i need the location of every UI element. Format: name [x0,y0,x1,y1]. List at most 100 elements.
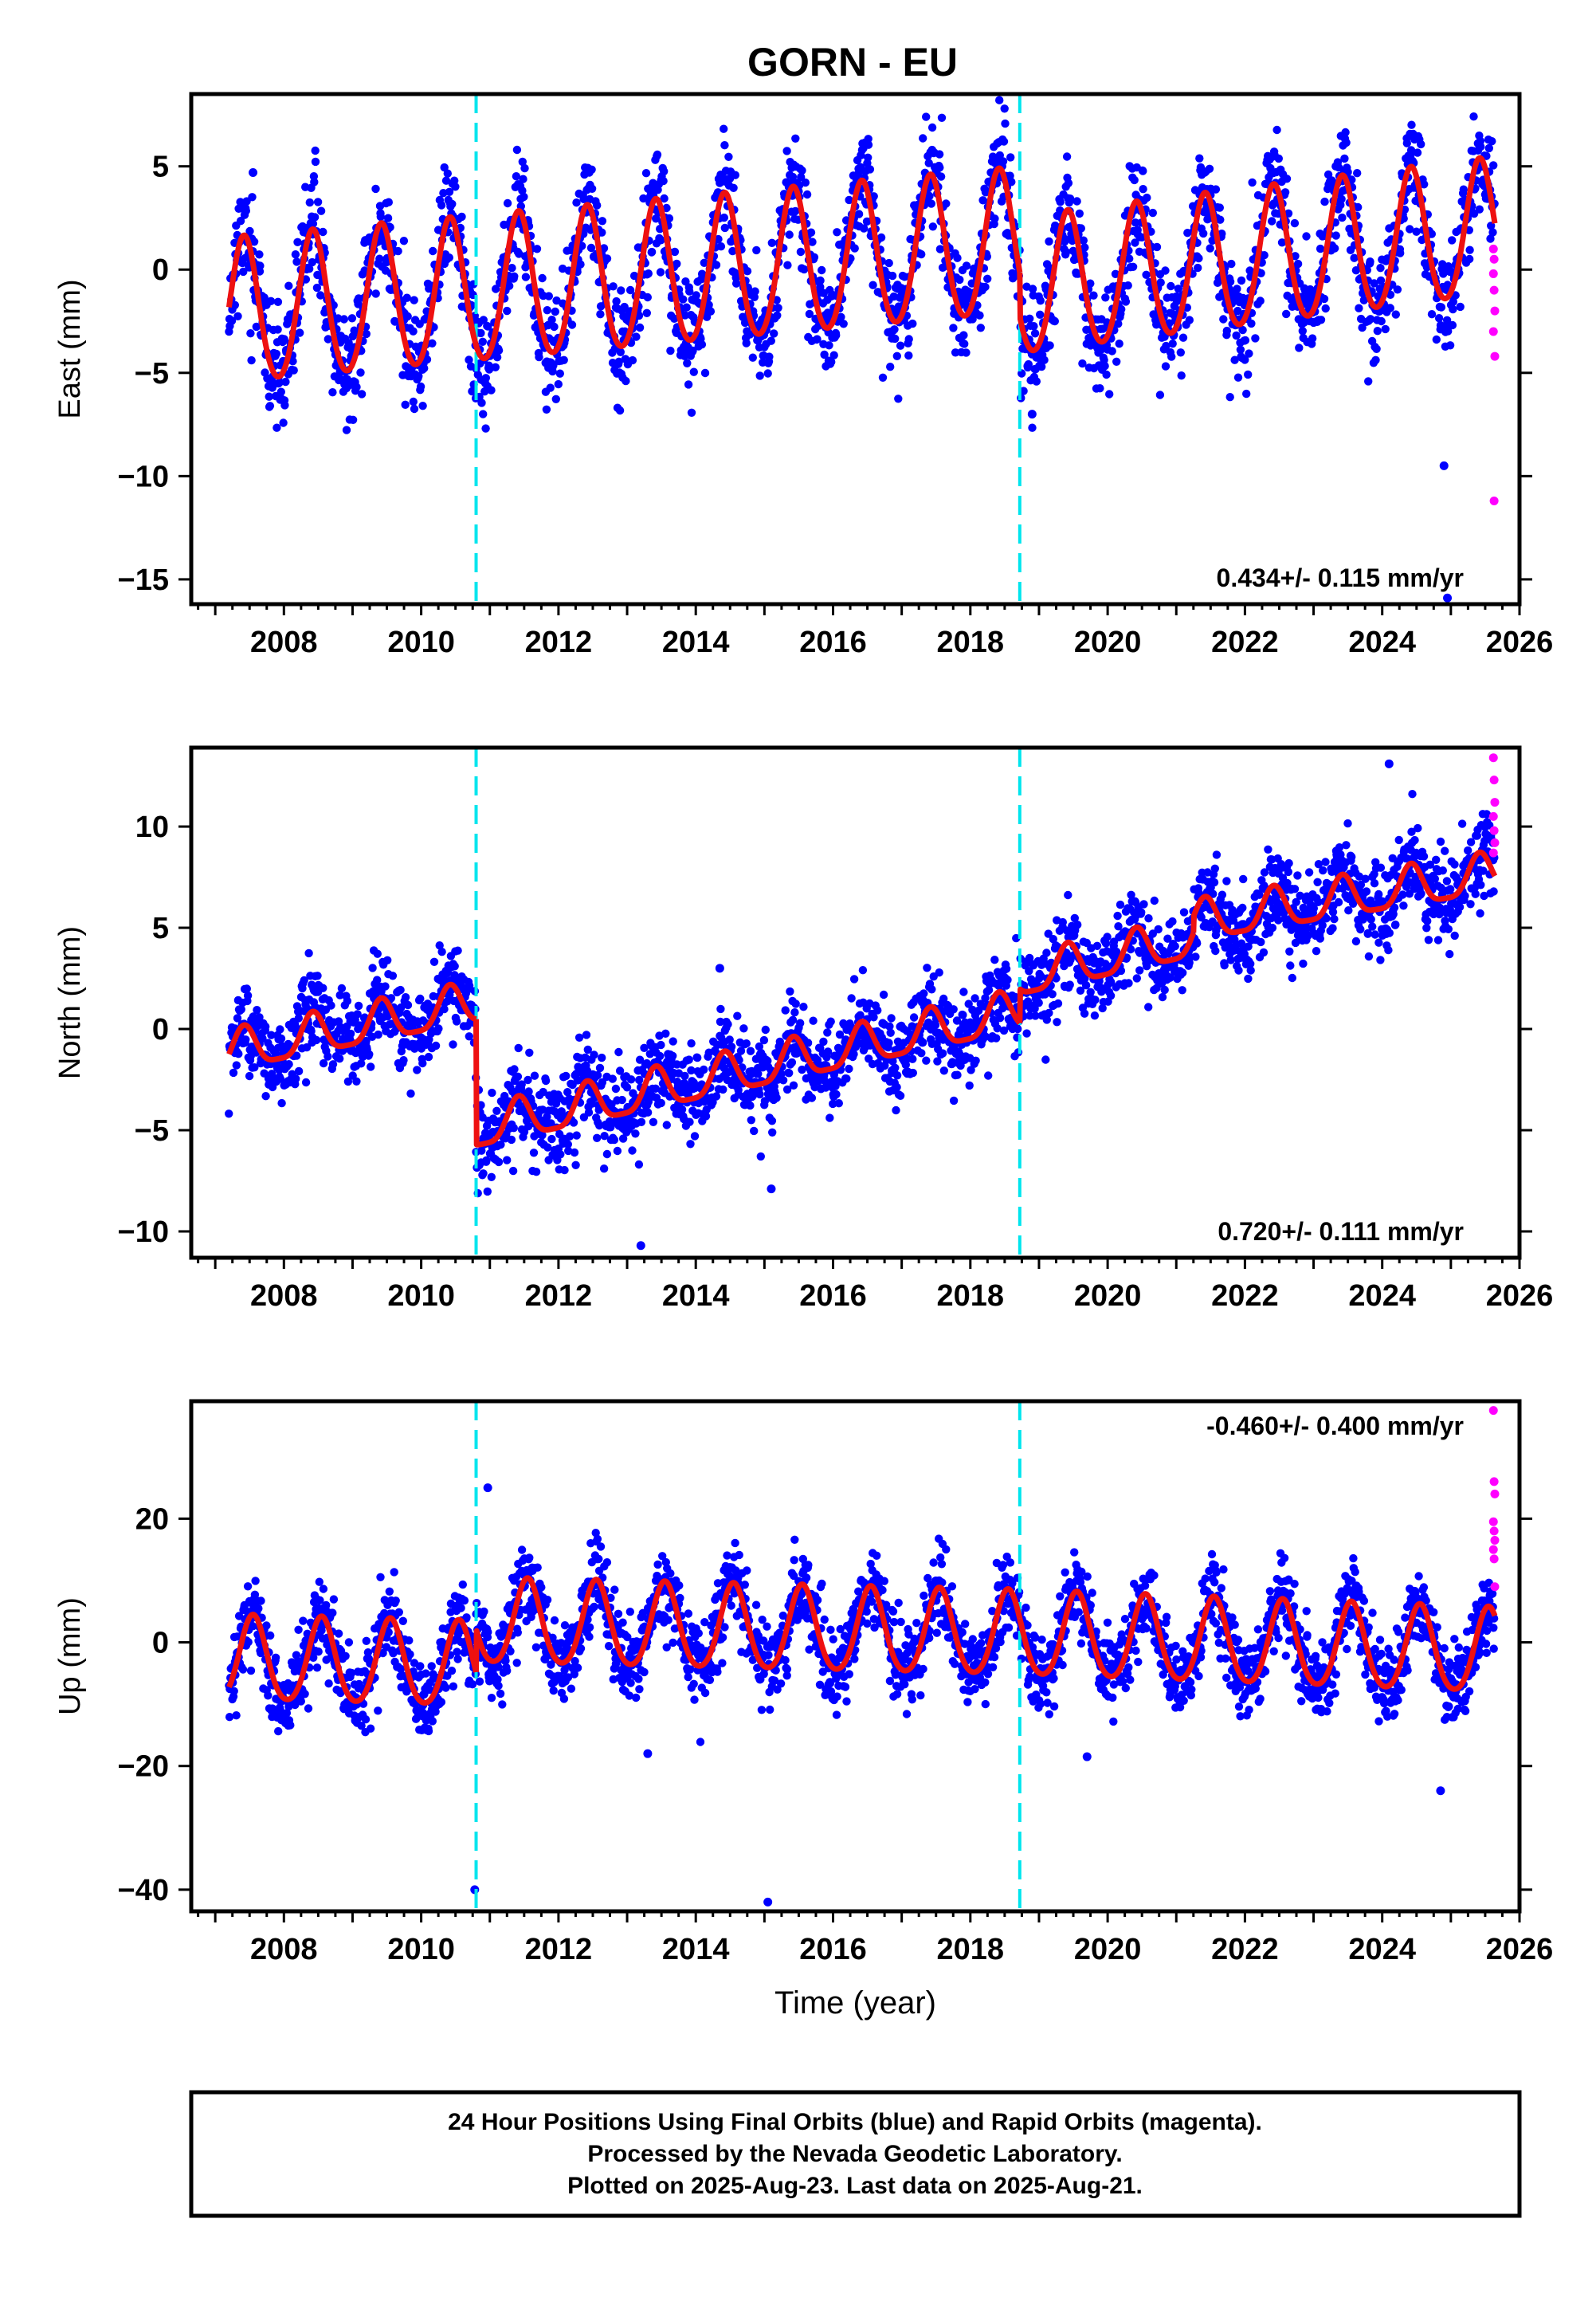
final-orbit-point [1237,277,1245,285]
final-orbit-point [690,368,698,376]
final-orbit-point [1091,1011,1099,1019]
final-orbit-point [477,399,485,406]
final-orbit-point [1073,921,1081,929]
final-orbit-point [293,238,301,246]
rapid-orbit-point [1490,307,1499,316]
final-orbit-point [1033,377,1041,385]
final-orbit-point [733,1012,741,1020]
final-orbit-point [1006,153,1014,161]
final-orbit-point [1102,371,1110,379]
final-orbit-point [649,1118,657,1126]
final-orbit-point [693,1054,701,1062]
final-orbit-point [329,1060,337,1068]
final-orbit-point [929,222,937,230]
final-orbit-point [1103,933,1111,941]
final-orbit-point [600,1164,608,1172]
final-orbit-point [804,1039,812,1047]
final-orbit-point [1449,321,1457,329]
final-orbit-point [1036,311,1044,319]
final-orbit-point [1316,934,1324,942]
final-orbit-point [1227,260,1235,268]
final-orbit-point [340,315,348,323]
final-orbit-point [429,247,437,255]
final-orbit-point [1364,377,1372,385]
final-orbit-point [772,1094,780,1102]
final-orbit-point [256,261,264,269]
final-orbit-point [896,1092,904,1100]
final-orbit-point [905,335,913,343]
final-orbit-point [1157,278,1165,286]
final-orbit-point [1113,912,1121,920]
final-orbit-point [1476,206,1484,214]
y-tick-label: 0 [152,253,169,287]
final-orbit-point [1305,868,1313,876]
final-orbit-point [919,134,927,142]
final-orbit-point [1272,126,1280,134]
final-orbit-point [720,214,728,222]
y-tick-label: −5 [135,357,169,391]
final-orbit-point [892,1106,900,1114]
final-orbit-point [484,1188,492,1196]
final-orbit-point [1124,281,1132,289]
final-orbit-point [768,1117,776,1125]
final-orbit-point [347,1030,355,1038]
final-orbit-point [492,1107,500,1115]
final-orbit-point [524,1087,532,1095]
final-orbit-point [1101,293,1109,301]
final-orbit-point [555,380,563,388]
x-tick-label: 2016 [799,626,867,659]
final-orbit-point [669,1052,676,1060]
final-orbit-point [371,185,379,193]
final-orbit-point [887,1029,895,1037]
final-orbit-point [432,1042,440,1050]
final-orbit-point [1275,155,1283,163]
final-orbit-point [1057,198,1065,206]
final-orbit-point [1168,917,1176,925]
final-orbit-point [1376,264,1384,272]
final-orbit-point [1248,179,1256,187]
final-orbit-point [280,401,288,409]
final-orbit-point [1178,986,1186,994]
final-orbit-point [1116,340,1123,348]
final-orbit-point [807,229,815,237]
final-orbit-point [990,214,998,222]
final-orbit-point [1216,203,1224,211]
final-orbit-point [402,401,410,409]
final-orbit-point [399,1056,407,1064]
final-orbit-point [800,265,808,273]
final-orbit-point [977,324,985,332]
final-orbit-point [995,96,1003,104]
final-orbit-point [402,993,410,1001]
final-orbit-point [367,1062,374,1070]
final-orbit-point [1285,948,1293,956]
final-orbit-point [1247,966,1255,974]
final-orbit-point [644,293,652,301]
final-orbit-point [1091,996,1099,1003]
final-orbit-point [1355,304,1363,312]
final-orbit-point [981,283,989,291]
final-orbit-point [1003,976,1011,984]
final-orbit-point [1281,188,1289,196]
final-orbit-point [302,1078,310,1086]
final-orbit-point [1469,112,1477,120]
final-orbit-point [785,1069,793,1077]
final-orbit-point [492,363,500,371]
final-orbit-point [410,398,418,406]
final-orbit-point [904,351,912,359]
final-orbit-point [1065,179,1072,187]
final-orbit-point [935,968,943,976]
east-rate-annotation: 0.434+/- 0.115 mm/yr [1217,564,1464,592]
final-orbit-point [1179,334,1187,342]
final-orbit-point [310,178,318,186]
final-orbit-point [1063,152,1071,160]
final-orbit-point [827,1018,835,1026]
final-orbit-point [818,266,825,274]
final-orbit-point [476,329,484,337]
final-orbit-point [629,356,637,364]
final-orbit-point [1082,981,1090,989]
final-orbit-point [457,213,465,221]
final-orbit-point [657,1041,665,1049]
final-orbit-point [1093,942,1101,950]
final-orbit-point [1403,139,1411,147]
final-orbit-point [503,307,511,315]
